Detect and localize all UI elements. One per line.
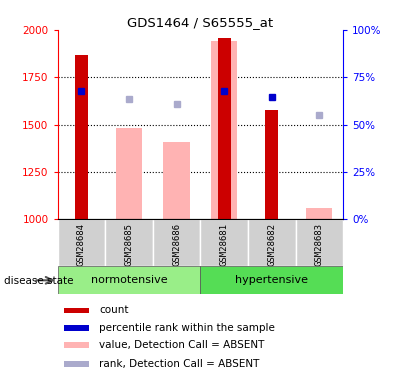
Bar [58, 219, 105, 266]
Text: disease state: disease state [4, 276, 74, 285]
Text: normotensive: normotensive [91, 275, 167, 285]
Bar [105, 219, 153, 266]
Text: rank, Detection Call = ABSENT: rank, Detection Call = ABSENT [99, 359, 259, 369]
Text: hypertensive: hypertensive [235, 275, 308, 285]
Bar [296, 219, 343, 266]
Bar [65, 342, 89, 348]
Bar [116, 128, 142, 219]
Bar [200, 219, 248, 266]
Bar [153, 219, 200, 266]
Text: GSM28681: GSM28681 [219, 223, 229, 266]
Text: GSM28684: GSM28684 [77, 223, 86, 266]
Text: value, Detection Call = ABSENT: value, Detection Call = ABSENT [99, 340, 264, 350]
Text: percentile rank within the sample: percentile rank within the sample [99, 323, 275, 333]
Bar [65, 325, 89, 330]
Text: GSM28683: GSM28683 [315, 223, 324, 266]
Text: GSM28686: GSM28686 [172, 223, 181, 266]
Text: GSM28682: GSM28682 [267, 223, 276, 266]
Bar [211, 41, 237, 219]
Bar [75, 55, 88, 219]
Bar [306, 208, 332, 219]
Title: GDS1464 / S65555_at: GDS1464 / S65555_at [127, 16, 273, 29]
Bar [265, 110, 278, 219]
Bar [248, 219, 296, 266]
Text: GSM28685: GSM28685 [125, 223, 134, 266]
Bar [217, 38, 231, 219]
Bar [65, 361, 89, 367]
Bar [200, 266, 343, 294]
Bar [164, 142, 189, 219]
Text: count: count [99, 305, 129, 315]
Bar [58, 266, 200, 294]
Bar [65, 308, 89, 313]
